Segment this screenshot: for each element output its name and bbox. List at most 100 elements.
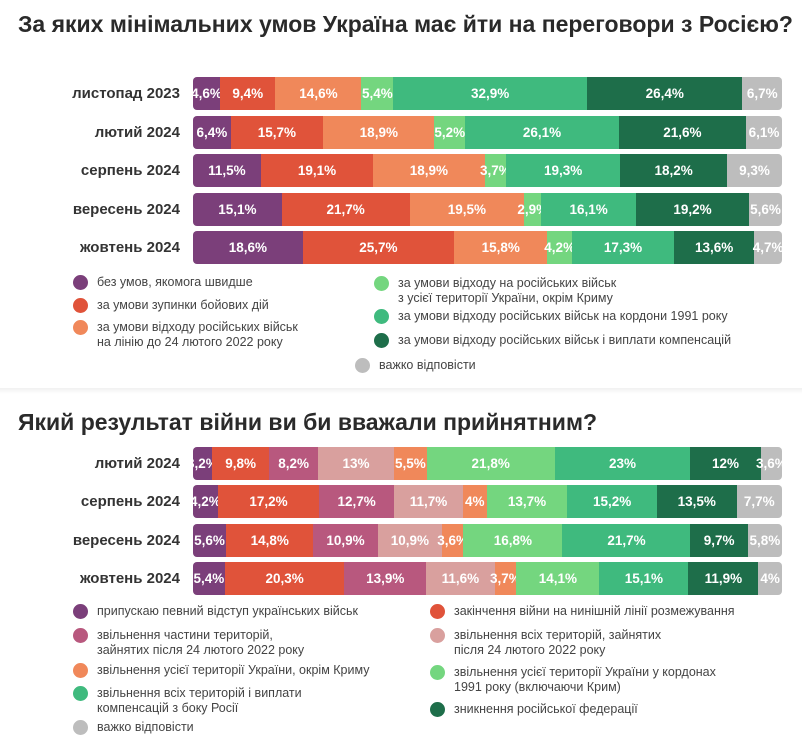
- bar-segment: 11,5%: [193, 154, 261, 187]
- category-label: листопад 2023: [72, 85, 180, 102]
- section-divider: [0, 388, 802, 394]
- category-label: жовтень 2024: [80, 569, 180, 587]
- bar-segment: 13,6%: [674, 231, 755, 264]
- data-label: 11,5%: [208, 163, 246, 178]
- data-label: 16,1%: [569, 201, 608, 217]
- data-label: 15,1%: [624, 570, 663, 586]
- stacked-bar: 5,4% 20,3% 13,9% 11,6% 3,7% 14,1% 15,1% 11,9% 4%: [193, 561, 782, 595]
- data-label: 5,2%: [434, 124, 466, 140]
- data-label: 23%: [608, 456, 636, 471]
- stacked-bar: 6,4% 15,7% 18,9% 5,2% 26,1% 21,6% 6,1%: [193, 115, 782, 149]
- chart-2-title: Який результат війни ви би вважали прийн…: [18, 409, 598, 435]
- legend-swatch: [430, 628, 445, 643]
- legend-item: важко відповісти: [73, 720, 194, 735]
- category-label: вересень 2024: [72, 200, 180, 218]
- legend-label: за умови відходу російських військ на лі…: [97, 320, 298, 349]
- data-label: 5,4%: [361, 86, 393, 101]
- bar-segment: 19,5%: [409, 192, 525, 226]
- bar-segment: 3,6%: [437, 523, 468, 557]
- bar-segment: 11,7%: [394, 485, 463, 519]
- stacked-bar: 18,6% 25,7% 15,8% 4,2% 17,3% 13,6% 4,7%: [193, 231, 784, 264]
- bar-segment: 21,6%: [618, 115, 747, 149]
- bar-segment: 3,7%: [490, 561, 521, 595]
- data-label: 4%: [760, 570, 780, 586]
- stacked-bar: 15,1% 21,7% 19,5% 2,9% 16,1% 19,2% 5,6%: [193, 192, 782, 226]
- bar-segment: 32,9%: [393, 77, 587, 110]
- stacked-bar: 3,2% 9,8% 8,2% 13% 5,5% 21,8% 23% 12% 3,6%: [187, 447, 787, 480]
- legend-swatch: [73, 604, 88, 619]
- bar-segment: 18,6%: [193, 231, 303, 264]
- bar-segment: 13%: [317, 447, 395, 480]
- data-label: 14,8%: [250, 532, 289, 548]
- data-label: 16,8%: [493, 532, 532, 548]
- legend-item: за умови відходу на російських військ з …: [374, 276, 616, 306]
- data-label: 3,7%: [480, 163, 511, 178]
- data-label: 19,5%: [447, 201, 487, 217]
- data-label: 15,7%: [257, 124, 297, 140]
- bar-row: жовтень 2024 18,6% 25,7% 15,8% 4,2% 17,3% 13,6…: [0, 231, 802, 264]
- data-label: 6,7%: [746, 86, 778, 101]
- data-label: 15,1%: [218, 201, 257, 217]
- data-label: 21,8%: [471, 456, 510, 471]
- bar-segment: 2,9%: [517, 192, 548, 226]
- legend-swatch: [73, 298, 88, 313]
- bar-segment: 15,7%: [230, 115, 324, 149]
- data-label: 4%: [465, 494, 485, 510]
- bar-segment: 12%: [690, 447, 761, 480]
- data-label: 5,8%: [749, 532, 781, 548]
- stacked-bar: 4,2% 17,2% 12,7% 11,7% 4% 13,7% 15,2% 13,5% 7,7%: [190, 485, 782, 519]
- bar-segment: 4,7%: [752, 231, 784, 264]
- legend-swatch: [430, 665, 445, 680]
- legend-item: припускаю певний відступ українських вій…: [73, 604, 358, 619]
- data-label: 5,4%: [193, 570, 225, 586]
- data-label: 18,2%: [654, 163, 693, 178]
- bar-row: жовтень 2024 5,4% 20,3% 13,9% 11,6% 3,7% 14,1%…: [0, 561, 802, 595]
- bar-row: серпень 2024 11,5% 19,1% 18,9% 3,7% 19,3% 18,2…: [0, 154, 802, 187]
- bar-segment: 5,6%: [193, 523, 227, 557]
- legend-label: за умови відходу на російських військ з …: [398, 276, 617, 305]
- legend-swatch: [73, 663, 88, 678]
- data-label: 14,6%: [299, 86, 338, 101]
- legend-item: звільнення частини територій, зайнятих п…: [73, 628, 304, 658]
- data-label: 2,9%: [517, 201, 549, 217]
- bar-segment: 6,4%: [193, 115, 231, 149]
- data-label: 4,7%: [752, 240, 784, 255]
- data-label: 6,4%: [196, 124, 228, 140]
- bar-segment: 5,6%: [749, 192, 782, 226]
- bar-segment: 3,6%: [756, 447, 787, 480]
- legend-label: важко відповісти: [97, 720, 194, 734]
- data-label: 32,9%: [470, 86, 510, 101]
- data-label: 17,2%: [249, 494, 288, 510]
- legend-item: звільнення усієї території України, окрі…: [73, 663, 369, 678]
- legend-label: за умови зупинки бойових дій: [97, 298, 269, 312]
- category-label: серпень 2024: [80, 493, 180, 511]
- data-label: 19,1%: [297, 163, 337, 178]
- data-label: 26,4%: [645, 86, 684, 101]
- bar-segment: 19,3%: [506, 154, 620, 187]
- data-label: 7,7%: [743, 494, 775, 510]
- chart-1-title: За яких мінімальних умов Україна має йти…: [18, 11, 793, 37]
- bar-row: листопад 2023 4,6% 9,4% 14,6% 5,4% 32,9% 26,4%…: [0, 77, 802, 110]
- data-label: 13,6%: [694, 240, 734, 255]
- bar-segment: 5,4%: [193, 561, 225, 595]
- data-label: 5,6%: [194, 532, 225, 548]
- bar-segment: 9,3%: [727, 154, 782, 187]
- bar-row: вересень 2024 5,6% 14,8% 10,9% 10,9% 3,6% 16,8…: [0, 523, 802, 557]
- data-label: 9,7%: [703, 532, 735, 548]
- bar-segment: 13,7%: [486, 485, 568, 519]
- bar-segment: 19,1%: [260, 154, 374, 187]
- data-label: 6,1%: [748, 124, 780, 140]
- bar-segment: 18,9%: [323, 115, 435, 149]
- bar-segment: 5,4%: [361, 77, 394, 110]
- bar-segment: 26,4%: [587, 77, 743, 110]
- stacked-bar: 11,5% 19,1% 18,9% 3,7% 19,3% 18,2% 9,3%: [193, 154, 782, 187]
- bar-segment: 18,2%: [619, 154, 728, 187]
- data-label: 3,6%: [755, 456, 787, 471]
- bar-segment: 15,2%: [567, 485, 657, 519]
- legend-swatch: [374, 276, 389, 291]
- bar-segment: 3,7%: [480, 154, 511, 187]
- legend-item: зникнення російської федерації: [430, 702, 638, 717]
- data-label: 3,2%: [187, 456, 218, 471]
- legend-item: звільнення усієї території України у кор…: [430, 665, 716, 695]
- bar-segment: 23%: [554, 447, 691, 480]
